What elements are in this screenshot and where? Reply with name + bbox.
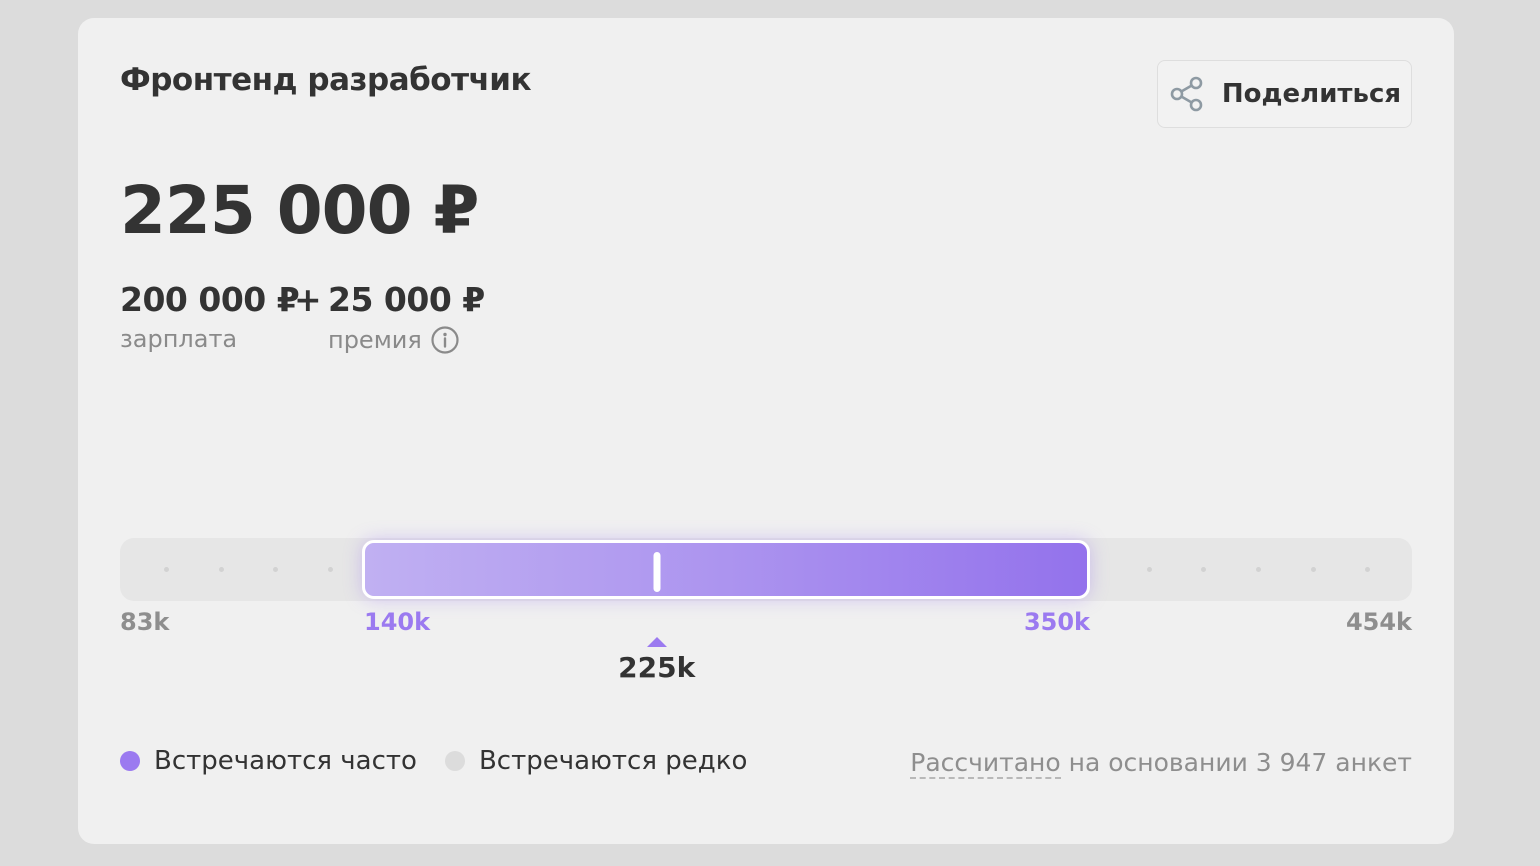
common-salary-range-bar [362, 540, 1090, 599]
track-dot [1146, 567, 1152, 572]
plus-sign: + [294, 280, 322, 319]
range-min-label: 83k [120, 608, 170, 636]
legend-dot-common [120, 751, 140, 771]
legend-item-rare: Встречаются редко [444, 746, 748, 776]
common-low-label: 140k [364, 608, 431, 636]
legend-item-common: Встречаются часто [120, 746, 417, 776]
track-dot [327, 567, 333, 572]
salary-card: Фронтенд разработчик Поделиться 225 000 … [78, 18, 1454, 844]
common-high-label: 350k [1023, 608, 1090, 636]
range-max-label: 454k [1345, 608, 1412, 636]
bonus-part: 25 000 ₽ премия [328, 280, 485, 355]
info-icon[interactable] [430, 325, 460, 355]
salary-amount: 200 000 ₽ [120, 280, 300, 319]
share-button[interactable]: Поделиться [1157, 60, 1412, 128]
median-marker [653, 552, 661, 592]
salary-caption: зарплата [120, 325, 238, 353]
calculation-basis-link[interactable]: Рассчитано [910, 748, 1061, 779]
median-label: 225k [618, 651, 696, 684]
legend-dot-rare [444, 751, 465, 771]
job-title: Фронтенд разработчик [120, 62, 532, 98]
share-button-label: Поделиться [1221, 79, 1402, 109]
bonus-caption: премия [328, 326, 422, 354]
track-dot [1201, 567, 1207, 572]
legend-label-rare: Встречаются редко [478, 746, 748, 776]
salary-part: 200 000 ₽ зарплата [120, 280, 300, 353]
calculation-basis-text: на основании 3 947 анкет [1060, 748, 1412, 777]
share-icon [1168, 75, 1206, 113]
bonus-amount: 25 000 ₽ [328, 280, 485, 319]
track-dot [218, 567, 224, 572]
total-salary: 225 000 ₽ [120, 172, 479, 249]
track-dot [1310, 567, 1316, 572]
track-dot [1365, 567, 1371, 572]
salary-range-track [120, 538, 1412, 601]
legend: Встречаются часто Встречаются редко [120, 746, 747, 776]
track-dot [164, 567, 169, 572]
track-dot [1256, 567, 1261, 572]
median-arrow-icon [646, 637, 667, 647]
track-dot [273, 567, 279, 572]
calculation-basis-note: Рассчитано на основании 3 947 анкет [910, 748, 1412, 779]
legend-label-common: Встречаются часто [154, 746, 417, 776]
